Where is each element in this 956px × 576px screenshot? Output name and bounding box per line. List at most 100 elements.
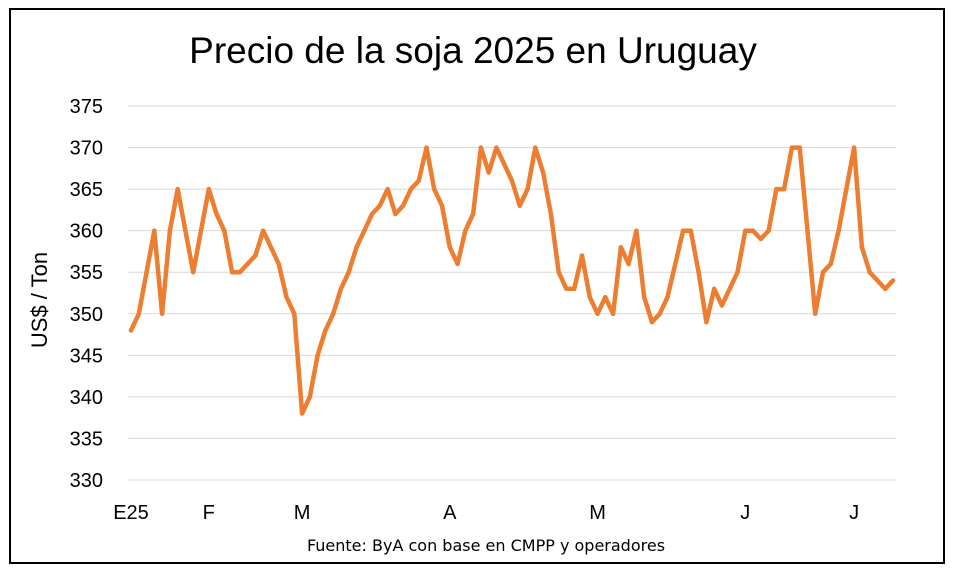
data-point	[330, 311, 336, 316]
price-series-line	[128, 145, 896, 416]
data-point	[268, 245, 274, 250]
data-point	[859, 245, 865, 250]
data-point	[128, 328, 134, 333]
data-point	[789, 145, 795, 150]
data-point	[455, 261, 460, 267]
data-point	[743, 228, 748, 233]
y-tick-label: 330	[70, 470, 103, 492]
data-point	[432, 186, 437, 192]
data-point	[206, 186, 211, 192]
y-tick-label: 345	[70, 345, 103, 367]
data-point	[649, 319, 655, 325]
data-point	[338, 286, 344, 292]
data-point	[610, 311, 616, 316]
data-point	[447, 245, 452, 250]
x-tick-label: M	[589, 502, 606, 524]
data-point	[191, 270, 196, 275]
data-point	[711, 286, 717, 292]
data-point	[354, 245, 359, 250]
data-point	[323, 328, 328, 333]
y-tick-label: 360	[70, 221, 103, 243]
data-point	[548, 211, 554, 217]
data-point	[385, 186, 390, 192]
data-point	[587, 294, 592, 300]
data-point	[704, 319, 709, 325]
data-point	[400, 203, 406, 208]
data-point	[836, 228, 841, 233]
data-point	[408, 186, 414, 192]
data-point	[362, 228, 367, 233]
data-point	[813, 311, 818, 316]
data-point	[424, 145, 429, 150]
data-point	[369, 211, 375, 217]
data-point	[152, 228, 157, 233]
data-point	[494, 145, 499, 150]
x-tick-label: F	[203, 502, 215, 524]
data-point	[517, 203, 522, 208]
data-point	[183, 228, 188, 233]
data-point	[284, 294, 289, 300]
data-point	[393, 211, 398, 217]
data-point	[844, 186, 849, 192]
data-point	[696, 270, 701, 275]
data-point	[222, 228, 227, 233]
data-point	[486, 170, 491, 175]
data-point	[820, 270, 826, 275]
data-point	[159, 311, 165, 316]
x-tick-label: M	[294, 502, 311, 524]
data-point	[136, 311, 141, 316]
data-point	[229, 270, 235, 275]
data-point	[167, 228, 173, 233]
data-point	[719, 303, 725, 308]
data-point	[533, 145, 538, 150]
x-tick-label: E25	[113, 502, 149, 524]
data-point	[564, 286, 569, 292]
y-tick-label: 365	[70, 179, 103, 201]
data-point	[657, 311, 662, 316]
data-point	[851, 145, 857, 150]
data-point	[634, 228, 639, 233]
data-point	[603, 294, 608, 300]
data-point	[875, 278, 880, 283]
data-point	[416, 178, 421, 183]
data-point	[509, 178, 515, 183]
source-note: Fuente: ByA con base en CMPP y operadore…	[306, 536, 666, 555]
chart-title: Precio de la soja 2025 en Uruguay	[189, 30, 757, 71]
data-point	[276, 261, 281, 267]
data-point	[673, 261, 678, 267]
data-point	[502, 161, 507, 167]
y-tick-label: 355	[70, 262, 103, 284]
data-point	[315, 353, 320, 358]
data-point	[805, 228, 810, 233]
data-point	[735, 270, 740, 275]
data-point	[144, 270, 149, 275]
data-point	[175, 186, 180, 192]
data-point	[307, 394, 313, 400]
data-point	[781, 186, 787, 192]
data-point	[883, 286, 888, 292]
data-point	[680, 228, 686, 233]
data-point	[572, 286, 577, 292]
data-point	[595, 311, 600, 316]
data-point	[253, 253, 258, 258]
data-point	[377, 203, 383, 208]
data-point	[439, 203, 445, 208]
data-point	[579, 253, 585, 258]
data-point	[688, 228, 694, 233]
data-point	[540, 170, 546, 175]
data-point	[774, 186, 779, 192]
data-point	[245, 261, 250, 267]
data-point	[890, 278, 896, 283]
data-point	[260, 228, 266, 233]
data-point	[346, 270, 351, 275]
data-point	[727, 286, 732, 292]
data-point	[797, 145, 802, 150]
data-point	[478, 145, 484, 150]
data-point	[470, 211, 476, 217]
data-point	[867, 270, 872, 275]
data-point	[556, 270, 561, 275]
data-point	[198, 228, 204, 233]
data-point	[626, 261, 631, 267]
y-tick-label: 350	[70, 304, 103, 326]
